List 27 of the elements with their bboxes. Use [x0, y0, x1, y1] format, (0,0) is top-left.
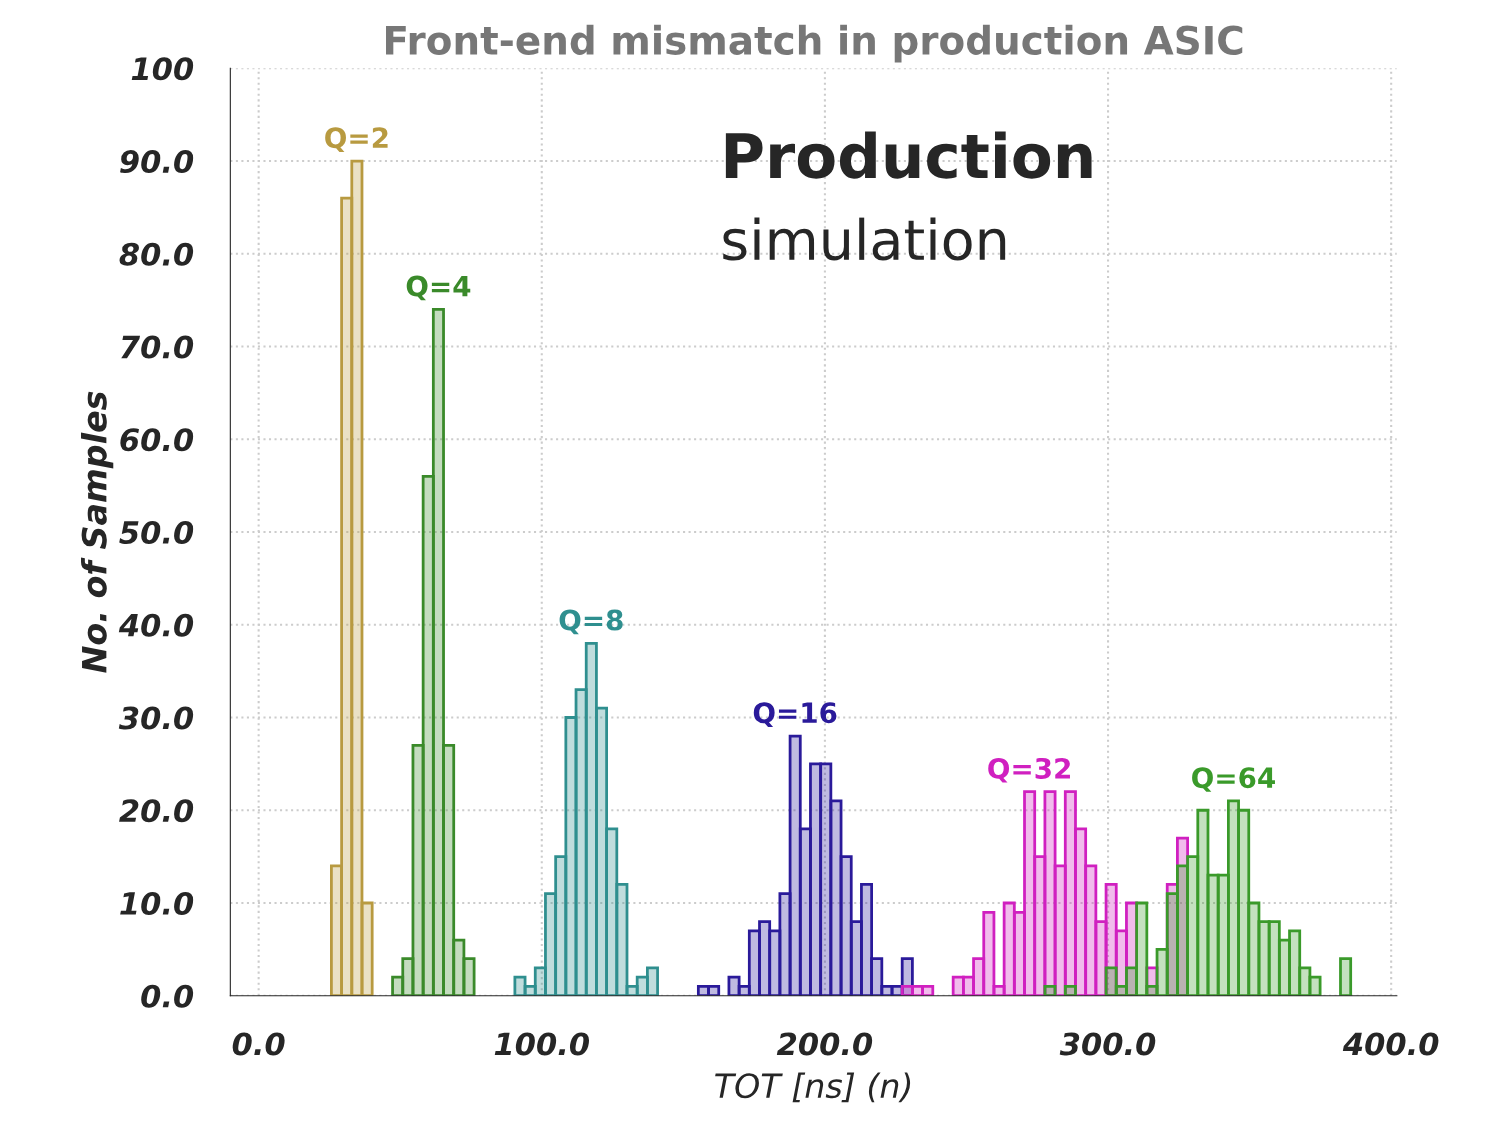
y-tick-label: 30.0 — [118, 706, 194, 730]
series-label: Q=16 — [753, 702, 837, 727]
y-tick-label: 0.0 — [141, 984, 194, 1008]
x-tick-label: 100.0 — [494, 1032, 590, 1056]
series-label: Q=32 — [988, 757, 1070, 783]
y-tick-label: 60.0 — [120, 428, 194, 452]
y-tick-label: 10.0 — [120, 891, 194, 916]
y-tick-label: 80.0 — [119, 242, 194, 266]
y-tick-label: 40.0 — [118, 613, 194, 637]
y-tick-label: 90.0 — [120, 149, 194, 174]
series-label: Q=64 — [1192, 767, 1275, 792]
x-tick-label: 300.0 — [1059, 1032, 1156, 1056]
y-tick-label: 50.0 — [119, 520, 194, 545]
y-tick-label: 20.0 — [119, 799, 194, 823]
annotation: Production — [725, 131, 1092, 179]
x-tick-label: 200.0 — [776, 1032, 873, 1056]
x-tick-label: 400.0 — [1342, 1032, 1439, 1056]
x-tick-label: 0.0 — [232, 1032, 285, 1056]
y-tick-label: 100 — [131, 57, 194, 81]
chart-title: Front-end mismatch in production ASIC — [386, 24, 1243, 63]
annotation: simulation — [723, 217, 1006, 261]
series-label: Q=2 — [325, 127, 388, 152]
y-axis-title: No. of Samples — [81, 391, 114, 673]
series-label: Q=4 — [406, 275, 471, 301]
series-label: Q=8 — [559, 609, 623, 635]
x-axis-title: TOT [ns] (n) — [715, 1072, 911, 1103]
y-tick-label: 70.0 — [121, 335, 194, 359]
